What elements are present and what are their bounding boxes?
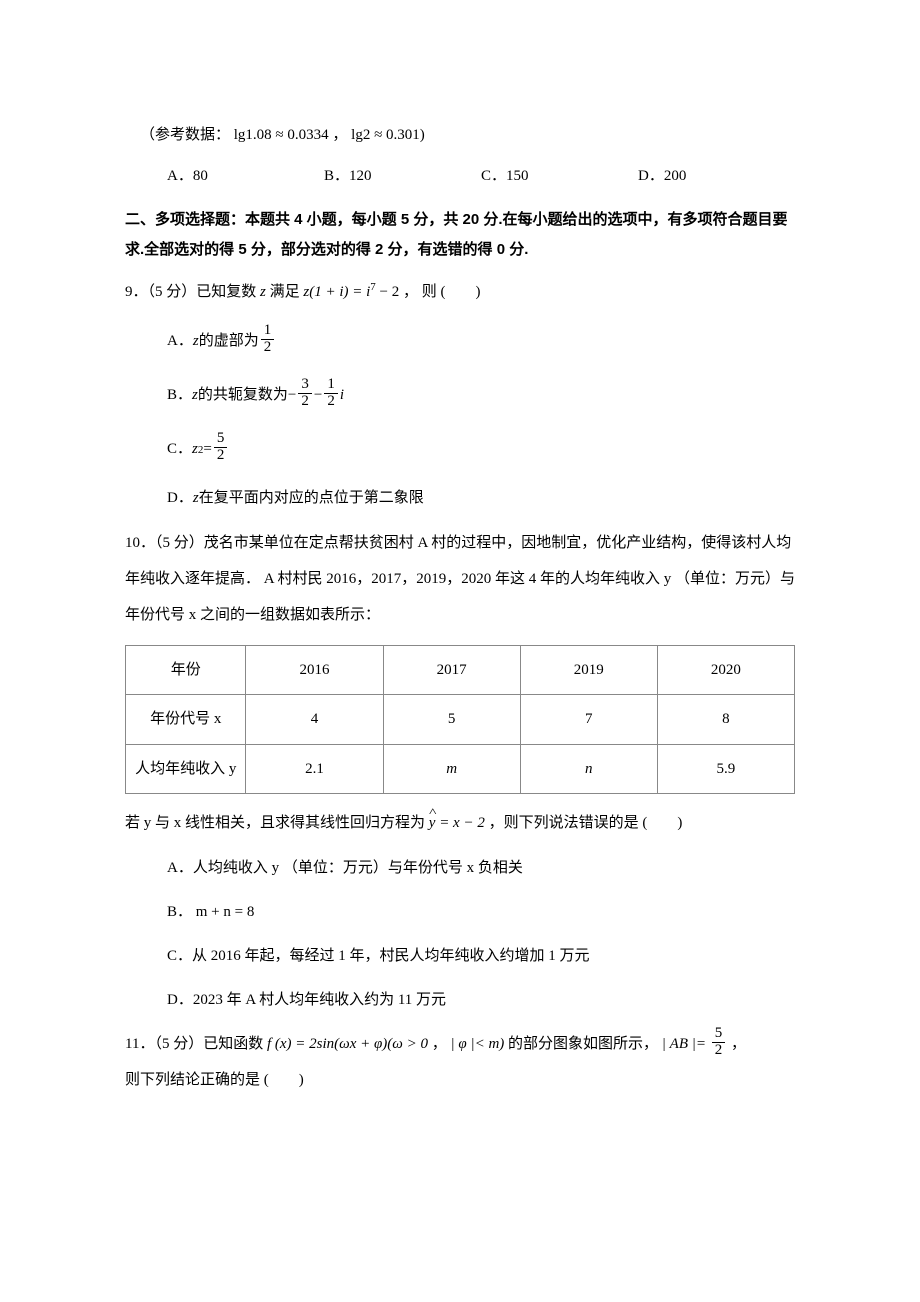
q9-b-i: i — [340, 382, 344, 409]
q11-frac: 52 — [712, 1026, 726, 1059]
q9-c-den: 2 — [214, 448, 228, 464]
q9-opt-c: C． z2 = 52 — [125, 427, 795, 473]
q9-a-num: 1 — [261, 323, 275, 339]
q9-c-eq: = — [203, 436, 211, 463]
q9-opt-d: D． z 在复平面内对应的点位于第二象限 — [125, 481, 795, 517]
q10-reg-eq: = x − 2 — [435, 815, 484, 831]
q9-stem-pre: 9．（5 分）已知复数 — [125, 284, 260, 300]
q11-pre: 11．（5 分）已知函数 — [125, 1036, 267, 1052]
q8-opt-d: D．200 — [638, 162, 795, 191]
table-row: 人均年纯收入 y 2.1 m n 5.9 — [126, 744, 795, 794]
q10-para1: 10．（5 分）茂名市某单位在定点帮扶贫困村 A 村的过程中，因地制宜，优化产业… — [125, 525, 795, 633]
q8-options: A．80 B．120 C．150 D．200 — [125, 162, 795, 191]
q10-b-text: B． m + n = 8 — [167, 899, 254, 926]
reference-data: （参考数据： lg1.08 ≈ 0.0334 ， lg2 ≈ 0.301) — [125, 120, 795, 150]
q8-opt-b: B．120 — [324, 162, 481, 191]
q9-stem: 9．（5 分）已知复数 z 满足 z(1 + i) = i7 − 2 ， 则 (… — [125, 277, 795, 307]
q9-b-num2: 1 — [324, 377, 338, 393]
q10-opt-d: D．2023 年 A 村人均年纯收入约为 11 万元 — [125, 982, 795, 1018]
q9-c-frac: 52 — [214, 431, 228, 464]
q11-den: 2 — [712, 1043, 726, 1059]
table-cell: 2017 — [383, 645, 520, 695]
table-cell: 2016 — [246, 645, 383, 695]
table-cell: 年份代号 x — [126, 695, 246, 745]
q8-opt-a: A．80 — [167, 162, 324, 191]
table-cell: n — [520, 744, 657, 794]
table-cell: 年份 — [126, 645, 246, 695]
table-cell: 2020 — [657, 645, 794, 695]
q9-a-pre: A． — [167, 328, 193, 355]
q8-opt-c: C．150 — [481, 162, 638, 191]
q9-eq-rhs: − 2 — [376, 284, 399, 300]
section-2-heading: 二、多项选择题：本题共 4 小题，每小题 5 分，共 20 分.在每小题给出的选… — [125, 205, 795, 265]
q9-opt-b: B． z 的共轭复数为−32−12i — [125, 373, 795, 419]
q9-c-pre: C． — [167, 436, 192, 463]
q9-c-z: z — [192, 436, 198, 463]
q9-d-post: 在复平面内对应的点位于第二象限 — [199, 485, 424, 512]
cell-text: 人均年纯收入 y — [135, 761, 236, 777]
table-row: 年份代号 x 4 5 7 8 — [126, 695, 795, 745]
q9-opt-a: A． z 的虚部为12 — [125, 319, 795, 365]
q9-c-num: 5 — [214, 431, 228, 447]
q10-yhat: y — [429, 808, 436, 838]
q9-b-frac2: 12 — [324, 377, 338, 410]
q11-post: ， — [727, 1036, 746, 1052]
q9-a-den: 2 — [261, 340, 275, 356]
q11-mid: ， — [428, 1036, 451, 1052]
table-cell: 人均年纯收入 y — [126, 744, 246, 794]
q9-b-den1: 2 — [298, 394, 312, 410]
q9-b-minus1: − — [288, 382, 296, 409]
q11-mid2: 的部分图象如图所示， — [504, 1036, 662, 1052]
q10-opt-a: A．人均纯收入 y （单位：万元）与年份代号 x 负相关 — [125, 850, 795, 886]
q9-a-frac: 12 — [261, 323, 275, 356]
q10-p2-pre: 若 y 与 x 线性相关，且求得其线性回归方程为 — [125, 815, 425, 831]
q9-a-post: 的虚部为 — [199, 328, 259, 355]
table-cell: 8 — [657, 695, 794, 745]
ref-text: （参考数据： lg1.08 ≈ 0.0334 ， lg2 ≈ 0.301) — [140, 127, 425, 143]
table-cell: 4 — [246, 695, 383, 745]
q11-phi: | φ |< m) — [451, 1036, 505, 1052]
table-cell: 7 — [520, 695, 657, 745]
q10-para2: 若 y 与 x 线性相关，且求得其线性回归方程为 y = x − 2 ，则下列说… — [125, 808, 795, 838]
q9-eq-lhs: z(1 + i) = i — [303, 284, 370, 300]
table-cell: 2019 — [520, 645, 657, 695]
q11-fx: f (x) = 2sin(ωx + φ)(ω > 0 — [267, 1036, 428, 1052]
q9-b-den2: 2 — [324, 394, 338, 410]
q9-b-num1: 3 — [298, 377, 312, 393]
q10-p2-post: ，则下列说法错误的是 ( ) — [485, 815, 683, 831]
q9-b-minus2: − — [314, 382, 322, 409]
cell-text: 年份代号 x — [150, 711, 221, 727]
table-row: 年份 2016 2017 2019 2020 — [126, 645, 795, 695]
q10-opt-c: C．从 2016 年起，每经过 1 年，村民人均年纯收入约增加 1 万元 — [125, 938, 795, 974]
q9-b-pre: B． — [167, 382, 192, 409]
q10-opt-b: B． m + n = 8 — [125, 894, 795, 930]
q11-ab: | AB |= — [662, 1036, 710, 1052]
q9-stem-mid: 满足 — [266, 284, 304, 300]
q11-num: 5 — [712, 1026, 726, 1042]
q11-stem: 11．（5 分）已知函数 f (x) = 2sin(ωx + φ)(ω > 0 … — [125, 1026, 795, 1098]
table-cell: 2.1 — [246, 744, 383, 794]
table-cell: 5.9 — [657, 744, 794, 794]
table-cell: 5 — [383, 695, 520, 745]
q9-stem-post: ， 则 ( ) — [399, 284, 480, 300]
q10-table: 年份 2016 2017 2019 2020 年份代号 x 4 5 7 8 人均… — [125, 645, 795, 795]
q9-b-frac1: 32 — [298, 377, 312, 410]
q11-line2: 则下列结论正确的是 ( ) — [125, 1072, 304, 1088]
q9-d-pre: D． — [167, 485, 193, 512]
q9-b-post: 的共轭复数为 — [198, 382, 288, 409]
table-cell: m — [383, 744, 520, 794]
